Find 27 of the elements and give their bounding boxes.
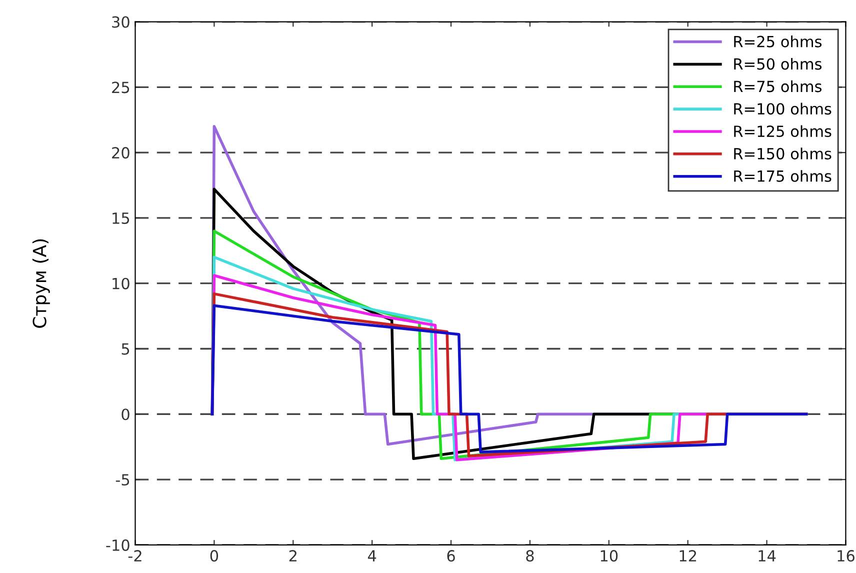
y-tick-label: 10	[112, 278, 130, 290]
y-tick-label: 25	[112, 82, 130, 94]
x-tick-label: 10	[600, 550, 618, 562]
x-tick-label: 16	[838, 550, 854, 562]
x-tick-label: -2	[128, 550, 142, 562]
legend-label: R=25 ohms	[734, 36, 822, 48]
x-tick-label: 2	[289, 550, 296, 562]
x-tick-label: 4	[368, 550, 376, 562]
y-tick-label: 0	[122, 408, 130, 420]
legend-label: R=75 ohms	[734, 80, 822, 92]
y-tick-label: 30	[112, 16, 130, 28]
legend-label: R=150 ohms	[734, 148, 832, 160]
x-tick-label: 6	[447, 550, 455, 562]
y-axis-title: Струм (A)	[32, 239, 50, 328]
y-tick-label: 15	[112, 212, 130, 224]
y-tick-label: 5	[122, 343, 130, 355]
x-tick-label: 0	[210, 550, 218, 562]
legend-label: R=125 ohms	[734, 125, 832, 138]
legend-label: R=100 ohms	[734, 102, 832, 115]
y-tick-label: 20	[112, 147, 130, 159]
y-tick-label: -10	[106, 539, 130, 551]
x-tick-label: 14	[758, 550, 776, 562]
legend-label: R=50 ohms	[734, 58, 822, 70]
x-tick-label: 8	[526, 550, 534, 562]
x-tick-label: 12	[680, 550, 696, 562]
y-tick-label: -5	[116, 474, 130, 486]
legend-label: R=175 ohms	[734, 170, 832, 182]
